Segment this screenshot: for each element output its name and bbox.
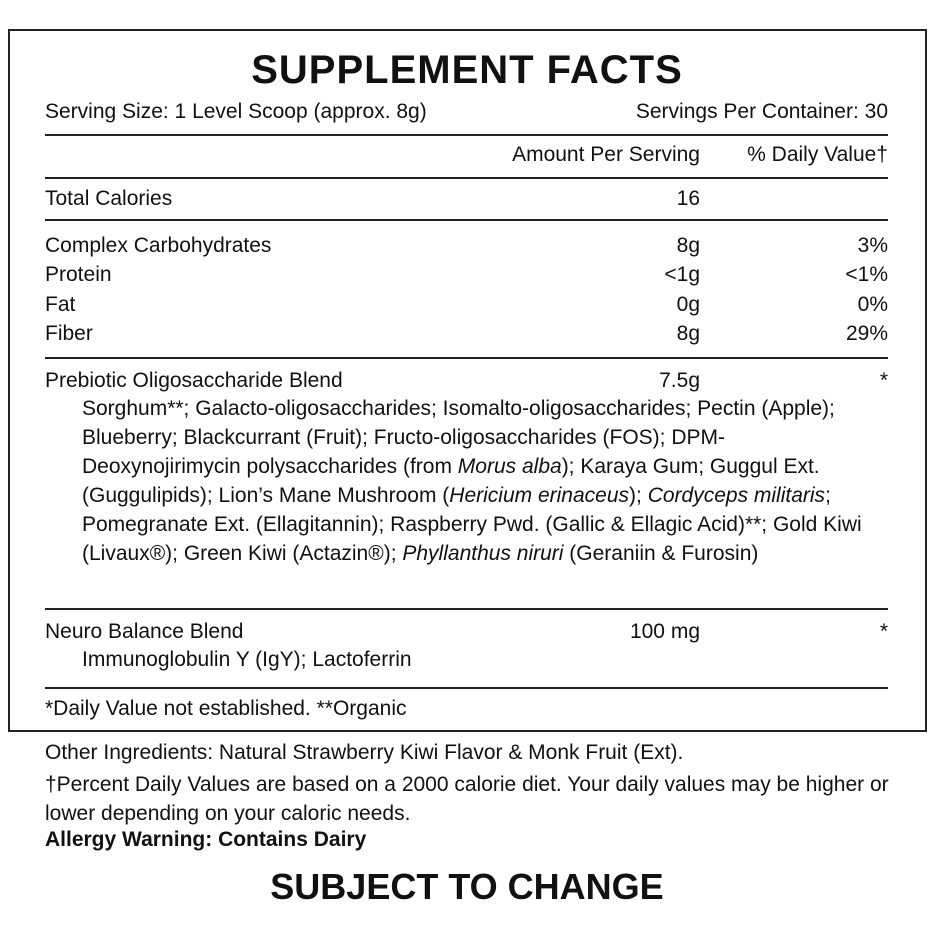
- ingredient-text: Sorghum**; Galacto-oligosaccharides; Iso…: [82, 397, 835, 478]
- ingredient-text: );: [629, 484, 648, 507]
- daily-value-header: % Daily Value†: [747, 143, 888, 166]
- nutrient-name: Neuro Balance Blend: [45, 620, 244, 643]
- ingredient-text: Cordyceps militaris: [647, 484, 826, 507]
- nutrient-name: Total Calories: [45, 187, 173, 210]
- nutrient-name: Protein: [45, 263, 112, 286]
- daily-value: *: [879, 369, 888, 392]
- ingredient-text: Hericium erinaceus: [449, 484, 630, 507]
- other-ingredients: Other Ingredients: Natural Strawberry Ki…: [45, 741, 684, 764]
- facts-panel: [8, 29, 927, 732]
- amount: 100 mg: [629, 620, 700, 643]
- ingredients: Immunoglobulin Y (IgY); Lactoferrin: [82, 645, 872, 674]
- rule: [45, 134, 888, 136]
- nutrient-name: Fiber: [45, 322, 93, 345]
- ingredient-text: ); Karaya Gum; Guggul Ext. (Guggulipids)…: [82, 455, 820, 507]
- rule: [45, 357, 888, 359]
- amount: 8g: [676, 322, 700, 345]
- amount-header: Amount Per Serving: [512, 143, 700, 166]
- daily-value: 29%: [845, 322, 888, 345]
- serving-size: Serving Size: 1 Level Scoop (approx. 8g): [45, 100, 427, 123]
- title: SUPPLEMENT FACTS: [251, 48, 683, 92]
- nutrient-name: Complex Carbohydrates: [45, 234, 272, 257]
- allergy-warning: Allergy Warning: Contains Dairy: [45, 828, 367, 851]
- ingredient-text: ; Pomegranate Ext. (Ellagitannin); Raspb…: [82, 484, 862, 565]
- notice: SUBJECT TO CHANGE: [270, 866, 664, 907]
- ingredient-text: (Geraniin & Furosin): [563, 542, 759, 565]
- ingredient-text: Phyllanthus niruri: [402, 542, 564, 565]
- servings-per-container: Servings Per Container: 30: [635, 100, 888, 123]
- rule: [45, 177, 888, 179]
- daily-value: <1%: [845, 263, 888, 286]
- daily-value: *: [879, 620, 888, 643]
- footnote: *Daily Value not established. **Organic: [45, 697, 407, 720]
- nutrient-name: Fat: [45, 293, 76, 316]
- daily-value-note: †Percent Daily Values are based on a 200…: [45, 773, 889, 825]
- amount: 7.5g: [659, 369, 700, 392]
- ingredient-text: Morus alba: [457, 455, 562, 478]
- amount: <1g: [664, 263, 700, 286]
- rule: [45, 219, 888, 221]
- daily-value: 3%: [857, 234, 888, 257]
- amount: 16: [676, 187, 700, 210]
- ingredient-text: Immunoglobulin Y (IgY); Lactoferrin: [82, 648, 412, 671]
- ingredients: Sorghum**; Galacto-oligosaccharides; Iso…: [82, 394, 872, 568]
- nutrient-name: Prebiotic Oligosaccharide Blend: [45, 369, 343, 392]
- rule: [45, 687, 888, 689]
- amount: 0g: [676, 293, 700, 316]
- amount: 8g: [676, 234, 700, 257]
- rule: [45, 608, 888, 610]
- daily-value: 0%: [857, 293, 888, 316]
